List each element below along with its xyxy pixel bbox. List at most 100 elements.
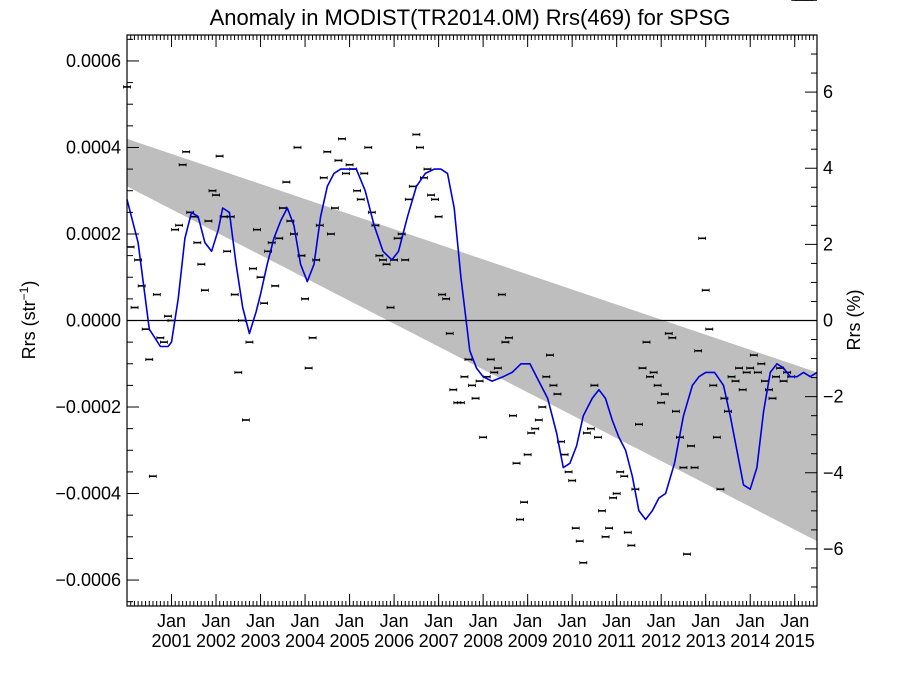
- data-point: [657, 401, 666, 405]
- x-tick-year-label: 2006: [374, 631, 414, 651]
- data-point: [253, 228, 261, 232]
- x-tick-year-label: 2012: [641, 631, 681, 651]
- data-point: [671, 409, 680, 413]
- data-point: [516, 517, 524, 522]
- data-point: [204, 219, 213, 223]
- data-point: [479, 435, 488, 439]
- x-tick-month-label: Jan: [469, 611, 498, 631]
- y2-tick-label: 2: [823, 234, 833, 254]
- data-point: [705, 327, 714, 331]
- data-point: [178, 163, 187, 167]
- x-tick-month-label: Jan: [602, 611, 631, 631]
- data-point: [642, 340, 651, 344]
- data-point: [260, 301, 269, 305]
- smooth-line-layer: [126, 168, 818, 521]
- data-point: [245, 340, 254, 344]
- data-point: [434, 215, 443, 219]
- data-point: [460, 375, 469, 379]
- data-point: [701, 288, 710, 292]
- data-point: [171, 228, 179, 232]
- data-point: [308, 336, 317, 340]
- data-point: [442, 297, 451, 301]
- data-point: [330, 206, 339, 210]
- x-tick-month-label: Jan: [291, 611, 320, 631]
- y2-tick-label: 0: [823, 311, 833, 331]
- data-point: [542, 375, 551, 379]
- data-point: [130, 305, 139, 310]
- data-point: [549, 383, 558, 387]
- data-point: [731, 379, 740, 383]
- data-point: [416, 145, 424, 150]
- data-point: [164, 314, 172, 318]
- x-tick-year-label: 2001: [151, 631, 191, 651]
- data-point: [531, 427, 540, 431]
- data-point: [431, 197, 439, 201]
- data-point: [660, 392, 669, 396]
- data-point: [304, 366, 313, 370]
- data-point: [353, 189, 362, 193]
- data-point: [215, 154, 224, 158]
- data-point: [538, 405, 547, 409]
- data-point: [367, 210, 376, 214]
- data-point: [267, 241, 276, 245]
- data-point: [757, 362, 766, 366]
- data-point: [145, 357, 154, 362]
- data-point: [290, 232, 298, 236]
- y-axis-label-sup: −1: [17, 286, 31, 300]
- x-tick-year-label: 2009: [508, 631, 548, 651]
- data-point: [512, 461, 521, 465]
- x-tick-year-label: 2013: [686, 631, 726, 651]
- data-point: [779, 379, 788, 383]
- y2-tick-label: −6: [823, 539, 844, 559]
- data-point: [148, 474, 157, 478]
- data-point: [742, 370, 751, 375]
- data-point: [490, 370, 499, 375]
- data-point: [575, 539, 584, 543]
- data-point: [371, 223, 380, 227]
- x-tick-year-label: 2005: [330, 631, 370, 651]
- data-point: [505, 336, 513, 340]
- data-point: [356, 197, 365, 201]
- data-point: [712, 435, 721, 439]
- data-point: [590, 383, 599, 387]
- data-point: [271, 284, 280, 288]
- data-point: [527, 431, 536, 435]
- data-point: [475, 379, 484, 383]
- x-tick-year-label: 2003: [241, 631, 281, 651]
- data-point: [445, 331, 454, 336]
- x-tick-year-label: 2008: [463, 631, 503, 651]
- data-point: [664, 331, 673, 336]
- x-tick-year-label: 2007: [419, 631, 459, 651]
- data-point: [772, 375, 780, 379]
- data-point: [520, 500, 528, 504]
- data-point: [386, 305, 395, 310]
- data-point: [738, 388, 747, 392]
- data-point: [627, 543, 636, 548]
- data-point: [683, 552, 691, 556]
- data-point: [382, 262, 391, 266]
- data-point: [471, 396, 480, 400]
- x-tick-month-label: Jan: [380, 611, 409, 631]
- data-point: [523, 452, 532, 457]
- data-point: [223, 249, 232, 253]
- data-point: [468, 383, 476, 387]
- data-point: [397, 232, 406, 236]
- y-axis-label-main: Rrs (str: [19, 300, 39, 359]
- data-point: [212, 193, 220, 197]
- data-point: [412, 132, 421, 137]
- data-point: [338, 137, 346, 141]
- data-point: [735, 366, 743, 370]
- x-tick-year-label: 2015: [775, 631, 815, 651]
- data-point: [635, 422, 643, 426]
- x-tick-year-label: 2002: [196, 631, 236, 651]
- data-point: [746, 366, 755, 370]
- y-tick-label: −0.0002: [55, 397, 121, 417]
- data-point: [326, 232, 335, 236]
- data-point: [564, 470, 573, 474]
- data-point: [486, 357, 495, 362]
- data-point: [342, 171, 350, 176]
- data-point: [234, 370, 243, 375]
- data-point: [152, 292, 161, 297]
- data-point: [360, 171, 369, 176]
